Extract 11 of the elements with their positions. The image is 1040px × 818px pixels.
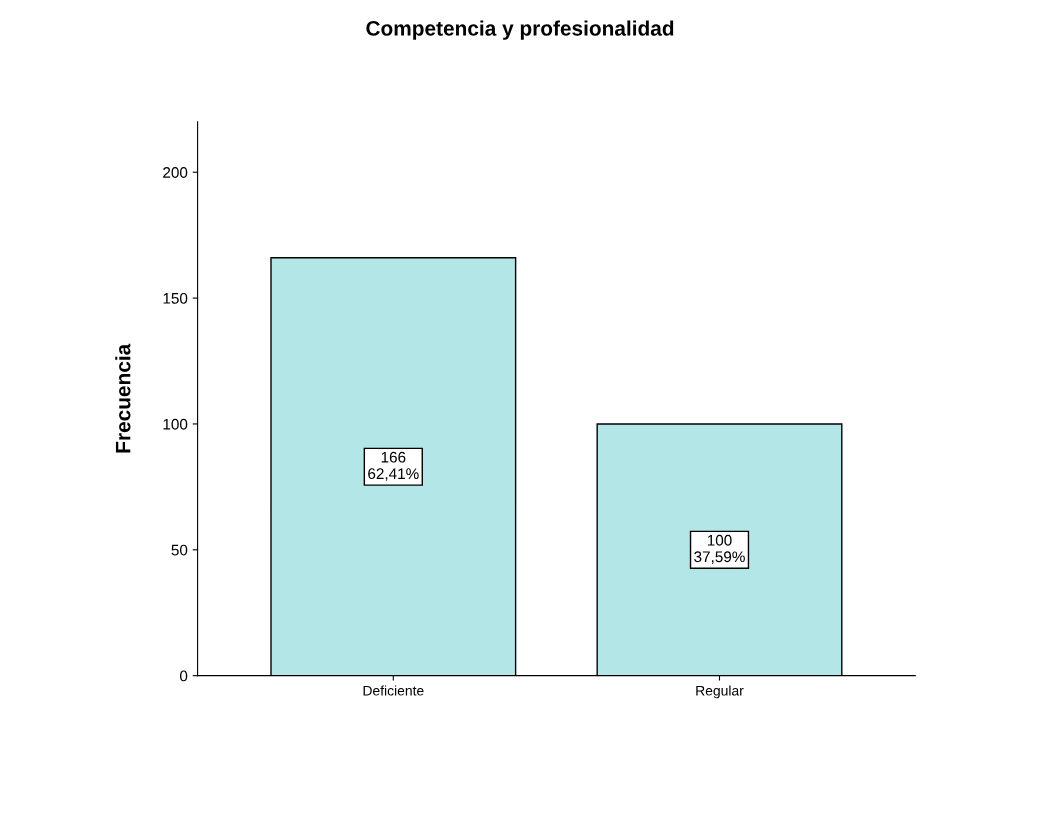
y-tick-label: 200 — [163, 167, 188, 178]
y-tick-label: 150 — [163, 292, 188, 304]
y-tick-label: 0 — [179, 670, 188, 682]
x-tick-label: Regular — [696, 685, 744, 699]
data-label: 100 37,59% — [694, 534, 745, 564]
data-label: 166 62,41% — [368, 451, 419, 481]
y-tick-label: 50 — [171, 544, 188, 556]
x-tick-label: Deficiente — [363, 685, 424, 696]
chart-title: Competencia y profesionalidad — [366, 20, 674, 40]
y-axis-title: Frecuencia — [115, 343, 131, 453]
y-tick-label: 100 — [163, 418, 188, 430]
